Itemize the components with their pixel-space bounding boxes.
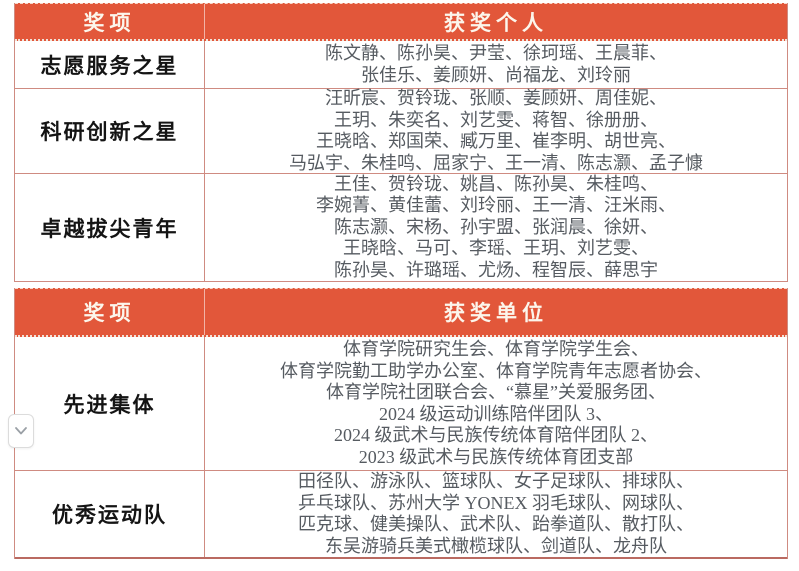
- names-line: 李婉菁、黄佳蕾、刘玲丽、王一清、汪米雨、: [316, 195, 676, 216]
- award-category-label: 卓越拔尖青年: [15, 174, 205, 281]
- award-winners-cell: 王佳、贺铃珑、姚昌、陈孙昊、朱桂鸣、 李婉菁、黄佳蕾、刘玲丽、王一清、汪米雨、 …: [205, 174, 787, 281]
- names-line: 田径队、游泳队、篮球队、女子足球队、排球队、: [298, 471, 694, 491]
- award-category-label: 先进集体: [15, 337, 205, 470]
- individual-awards-header-row: 奖项 获奖个人: [15, 3, 787, 41]
- names-line: 陈文静、陈孙昊、尹莹、徐珂瑶、王晨菲、: [325, 43, 667, 63]
- names-line: 体育学院研究生会、体育学院学生会、: [343, 339, 649, 359]
- names-line: 2024 级运动训练陪伴团队 3、: [379, 403, 613, 424]
- names-line: 张佳乐、姜顾妍、尚福龙、刘玲丽: [361, 64, 631, 85]
- award-winners-cell: 田径队、游泳队、篮球队、女子足球队、排球队、 乒乓球队、苏州大学 YONEX 羽…: [205, 471, 787, 557]
- award-category-label: 志愿服务之星: [15, 41, 205, 88]
- names-line: 体育学院社团联合会、“慕星”关爱服务团、: [326, 382, 666, 402]
- award-winners-cell: 体育学院研究生会、体育学院学生会、 体育学院勤工助学办公室、体育学院青年志愿者协…: [205, 337, 787, 470]
- names-line: 2023 级武术与民族传统体育团支部: [358, 446, 634, 467]
- award-category-label: 优秀运动队: [15, 471, 205, 557]
- names-line: 体育学院勤工助学办公室、体育学院青年志愿者协会、: [280, 360, 712, 381]
- names-line: 陈志灏、宋杨、孙宇盟、张润晨、徐妍、: [334, 216, 658, 237]
- table-row-outstanding-youth: 卓越拔尖青年 王佳、贺铃珑、姚昌、陈孙昊、朱桂鸣、 李婉菁、黄佳蕾、刘玲丽、王一…: [15, 174, 787, 282]
- column-header-individual-winners: 获奖个人: [444, 11, 548, 35]
- table-row-advanced-collective: 先进集体 体育学院研究生会、体育学院学生会、 体育学院勤工助学办公室、体育学院青…: [15, 337, 787, 471]
- award-winners-cell: 陈文静、陈孙昊、尹莹、徐珂瑶、王晨菲、 张佳乐、姜顾妍、尚福龙、刘玲丽: [205, 41, 787, 88]
- award-category-label: 科研创新之星: [15, 89, 205, 173]
- names-line: 王晓晗、郑国荣、臧万里、崔李明、胡世亮、: [316, 131, 676, 151]
- collapse-button[interactable]: [8, 414, 34, 448]
- names-line: 王玥、朱奕名、刘艺雯、蒋智、徐册册、: [334, 109, 658, 130]
- table-row-volunteer-star: 志愿服务之星 陈文静、陈孙昊、尹莹、徐珂瑶、王晨菲、 张佳乐、姜顾妍、尚福龙、刘…: [15, 41, 787, 89]
- table-row-excellent-sports-teams: 优秀运动队 田径队、游泳队、篮球队、女子足球队、排球队、 乒乓球队、苏州大学 Y…: [15, 471, 787, 559]
- unit-awards-header-row: 奖项 获奖单位: [15, 288, 787, 337]
- award-winners-cell: 汪昕宸、贺铃珑、张顺、姜顾妍、周佳妮、 王玥、朱奕名、刘艺雯、蒋智、徐册册、 王…: [205, 88, 787, 173]
- names-line: 陈孙昊、许璐瑶、尤炀、程智辰、薛思宇: [334, 259, 658, 280]
- chevron-down-icon: [15, 427, 27, 435]
- names-line: 王晓晗、马可、李瑶、王玥、刘艺雯、: [343, 238, 649, 259]
- individual-awards-table: 奖项 获奖个人 志愿服务之星 陈文静、陈孙昊、尹莹、徐珂瑶、王晨菲、 张佳乐、姜…: [14, 3, 788, 282]
- names-line: 王佳、贺铃珑、姚昌、陈孙昊、朱桂鸣、: [334, 173, 658, 194]
- column-header-award: 奖项: [15, 4, 205, 39]
- names-line: 马弘宇、朱桂鸣、屈家宁、王一清、陈志灏、孟子慷: [289, 152, 703, 173]
- unit-awards-table: 奖项 获奖单位 先进集体 体育学院研究生会、体育学院学生会、 体育学院勤工助学办…: [14, 288, 788, 559]
- names-line: 匹克球、健美操队、武术队、跆拳道队、散打队、: [298, 514, 694, 534]
- column-header-award: 奖项: [15, 289, 205, 335]
- names-line: 2024 级武术与民族传统体育陪伴团队 2、: [334, 425, 658, 445]
- names-line: 乒乓球队、苏州大学 YONEX 羽毛球队、网球队、: [298, 492, 694, 513]
- names-line: 东吴游骑兵美式橄榄球队、剑道队、龙舟队: [325, 535, 667, 556]
- names-line: 汪昕宸、贺铃珑、张顺、姜顾妍、周佳妮、: [325, 88, 667, 108]
- table-row-research-star: 科研创新之星 汪昕宸、贺铃珑、张顺、姜顾妍、周佳妮、 王玥、朱奕名、刘艺雯、蒋智…: [15, 88, 787, 174]
- column-header-unit-winners: 获奖单位: [444, 302, 548, 325]
